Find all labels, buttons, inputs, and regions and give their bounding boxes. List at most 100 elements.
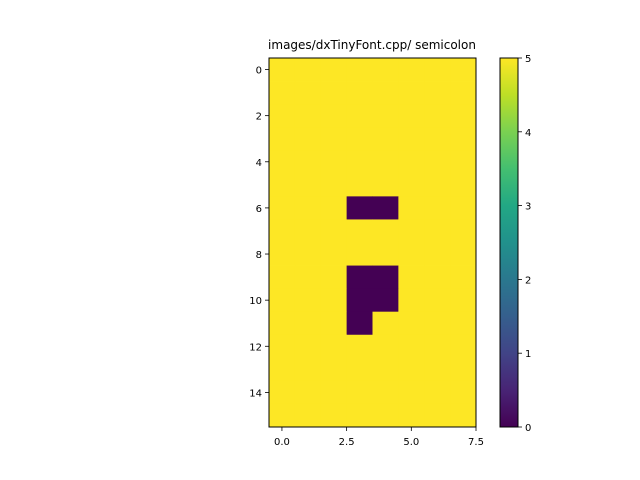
heatmap-cell [269, 357, 296, 382]
heatmap-cell [398, 288, 425, 313]
heatmap-cell [450, 58, 477, 82]
heatmap-cell [320, 334, 348, 359]
heatmap-cell [294, 127, 322, 151]
x-tick-label: 0.0 [274, 437, 290, 448]
heatmap-cell [320, 127, 348, 151]
heatmap-cell [424, 104, 451, 128]
heatmap-cell [450, 127, 477, 151]
heatmap-cell [450, 104, 477, 128]
heatmap-cell [294, 380, 322, 405]
y-tick-label: 10 [249, 296, 262, 307]
heatmap-cell [450, 196, 477, 220]
heatmap-cell [320, 150, 348, 174]
heatmap-cell [269, 104, 296, 128]
heatmap-cell [372, 265, 399, 290]
x-tick-label: 7.5 [468, 437, 484, 448]
heatmap-cell [320, 311, 348, 336]
heatmap-cell [372, 196, 399, 220]
heatmap-cell [450, 265, 477, 290]
colorbar-tick-label: 3 [525, 202, 531, 213]
heatmap-cell [346, 127, 373, 151]
heatmap-cell [450, 173, 477, 197]
heatmap-cell [398, 265, 425, 290]
heatmap-cell [398, 403, 425, 428]
heatmap-cell [372, 334, 399, 359]
heatmap-cell [424, 380, 451, 405]
heatmap-cell [294, 357, 322, 382]
heatmap-cell [269, 196, 296, 220]
x-tick-label: 5.0 [403, 437, 419, 448]
heatmap-cell [424, 242, 451, 266]
heatmap-cell [372, 380, 399, 405]
heatmap-cell [294, 150, 322, 174]
heatmap-cell [320, 288, 348, 313]
heatmap-cell [424, 150, 451, 174]
colorbar-tick-label: 4 [525, 128, 531, 139]
heatmap-cell [372, 288, 399, 313]
y-tick-label: 12 [249, 342, 262, 353]
heatmap-cell [450, 380, 477, 405]
heatmap-cell [450, 219, 477, 243]
heatmap-cell [398, 58, 425, 82]
heatmap-cell [269, 265, 296, 290]
heatmap-cell [346, 242, 373, 266]
heatmap-cell [294, 265, 322, 290]
heatmap-cell [320, 380, 348, 405]
colorbar-axis: 0 1 2 3 4 5 [518, 54, 531, 434]
colorbar [499, 57, 519, 428]
heatmap-cell [294, 334, 322, 359]
colorbar-tick-label: 5 [525, 54, 531, 65]
heatmap-cell [346, 288, 373, 313]
heatmap-cell [398, 242, 425, 266]
heatmap-cell [424, 357, 451, 382]
heatmap-cell [372, 58, 399, 82]
heatmap-cell [269, 219, 296, 243]
chart-title: images/dxTinyFont.cpp/ semicolon [268, 38, 476, 52]
heatmap-cell [398, 311, 425, 336]
heatmap-cell [372, 311, 399, 336]
heatmap-cell [269, 173, 296, 197]
heatmap-cell [294, 403, 322, 428]
heatmap-cell [346, 104, 373, 128]
heatmap-cell [424, 196, 451, 220]
heatmap-cell [320, 81, 348, 105]
y-tick-label: 0 [256, 66, 262, 77]
heatmap-cell [372, 150, 399, 174]
heatmap-cell [398, 104, 425, 128]
heatmap-cell [372, 127, 399, 151]
heatmap-cell [294, 173, 322, 197]
heatmap-cell [398, 81, 425, 105]
heatmap-cell [398, 150, 425, 174]
heatmap-cell [450, 334, 477, 359]
heatmap-cell [346, 357, 373, 382]
heatmap-cell [372, 104, 399, 128]
heatmap-cell [346, 311, 373, 336]
plot-frame [268, 57, 477, 428]
heatmap-cell [269, 242, 296, 266]
heatmap-cell [424, 219, 451, 243]
heatmap-cell [450, 357, 477, 382]
y-axis: 0 2 4 6 8 10 12 14 [249, 66, 269, 399]
heatmap-cell [424, 173, 451, 197]
y-tick-label: 14 [249, 388, 262, 399]
heatmap-cell [372, 357, 399, 382]
x-tick-label: 2.5 [339, 437, 355, 448]
heatmap-cell [294, 311, 322, 336]
heatmap-cell [346, 196, 373, 220]
heatmap-cell [424, 81, 451, 105]
x-axis: 0.0 2.5 5.0 7.5 [274, 427, 484, 448]
heatmap-cell [372, 403, 399, 428]
heatmap-cell [372, 242, 399, 266]
heatmap-cell [320, 58, 348, 82]
heatmap-cell [269, 150, 296, 174]
heatmap-cell [346, 265, 373, 290]
heatmap-cell [269, 58, 296, 82]
y-tick-label: 4 [256, 158, 262, 169]
heatmap-cell [320, 265, 348, 290]
heatmap-cell [294, 219, 322, 243]
heatmap-cell [398, 380, 425, 405]
heatmap-cell [346, 334, 373, 359]
heatmap-cell [372, 173, 399, 197]
heatmap-cell [269, 81, 296, 105]
heatmap-cell [346, 58, 373, 82]
